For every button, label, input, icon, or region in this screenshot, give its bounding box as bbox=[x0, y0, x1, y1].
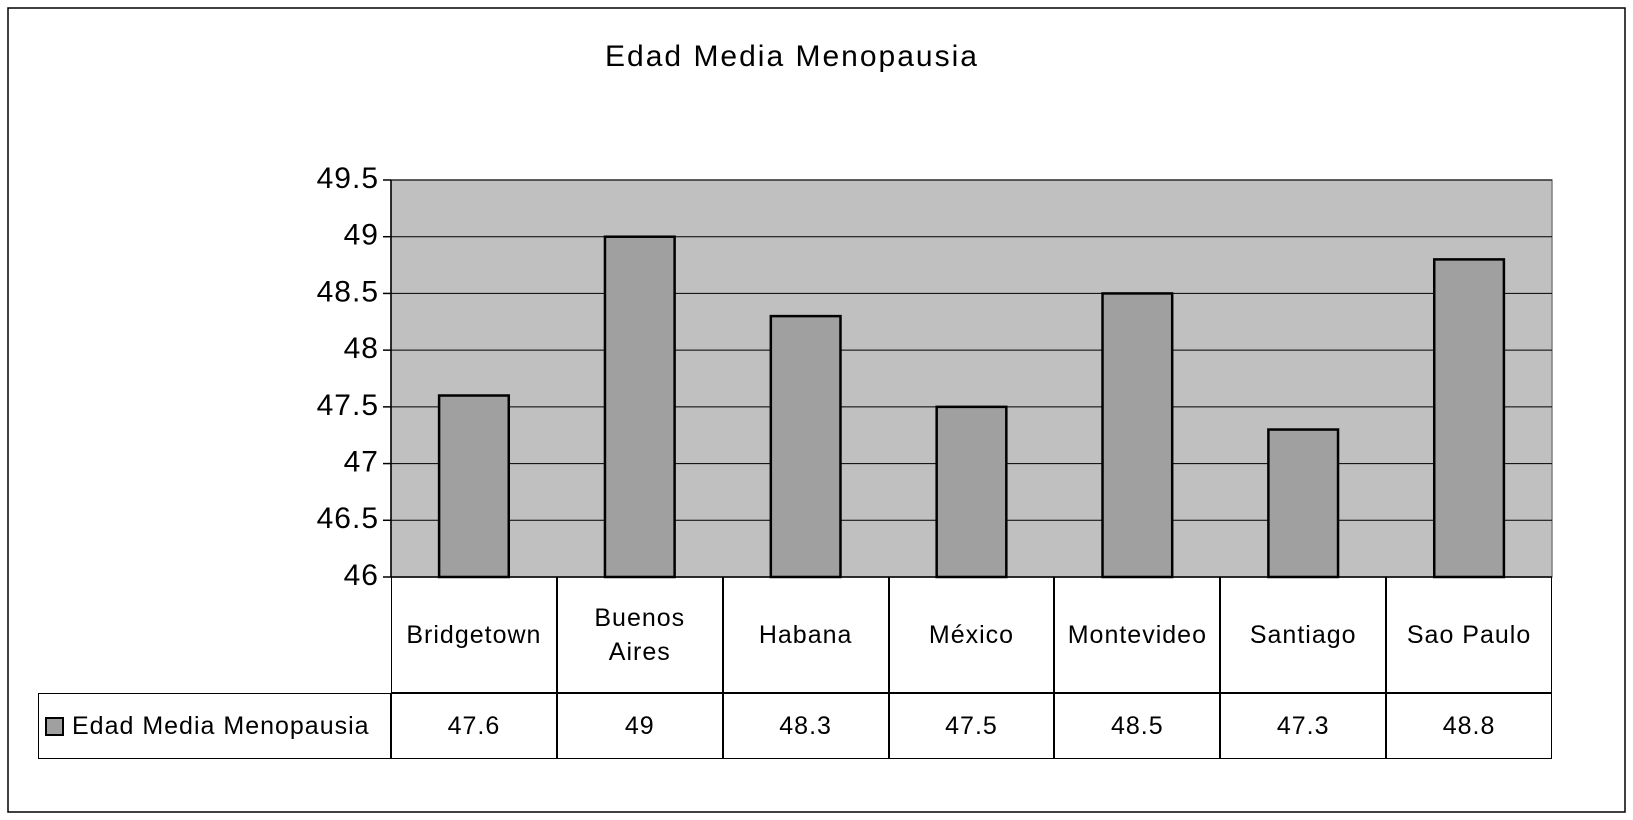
data-table-value: 48.3 bbox=[722, 693, 889, 759]
x-tick-label: Sao Paulo bbox=[1386, 577, 1552, 693]
data-table-value: 48.8 bbox=[1386, 693, 1552, 759]
bar bbox=[1101, 292, 1174, 579]
data-table-value: 47.6 bbox=[391, 693, 557, 759]
legend-swatch bbox=[45, 716, 64, 736]
x-tick-label: Santiago bbox=[1220, 577, 1387, 693]
y-tick-label: 48.5 bbox=[317, 275, 379, 308]
y-tick-label: 46 bbox=[344, 559, 379, 592]
data-table-value: 48.5 bbox=[1054, 693, 1221, 759]
chart-title: Edad Media Menopausia bbox=[605, 40, 979, 73]
y-tick-label: 47.5 bbox=[317, 389, 379, 422]
x-tick-label: Habana bbox=[722, 577, 889, 693]
x-tick-label: Buenos Aires bbox=[556, 577, 723, 693]
x-tick-label: Montevideo bbox=[1054, 577, 1221, 693]
y-tick-label: 49 bbox=[344, 219, 379, 252]
data-table-value: 47.3 bbox=[1220, 693, 1387, 759]
bar bbox=[603, 235, 676, 579]
y-tick-label: 46.5 bbox=[317, 502, 379, 535]
bar bbox=[769, 314, 842, 579]
y-tick-label: 48 bbox=[344, 332, 379, 365]
x-tick-label: Bridgetown bbox=[391, 577, 557, 693]
legend-label: Edad Media Menopausia bbox=[72, 712, 370, 740]
data-table-value: 47.5 bbox=[888, 693, 1055, 759]
bar bbox=[1432, 258, 1506, 579]
bar bbox=[437, 394, 511, 579]
y-tick-label: 49.5 bbox=[317, 162, 379, 195]
data-table-value: 49 bbox=[556, 693, 723, 759]
bar bbox=[1267, 428, 1340, 579]
x-tick-label: México bbox=[888, 577, 1055, 693]
legend-entry: Edad Media Menopausia bbox=[38, 693, 391, 759]
y-tick-label: 47 bbox=[344, 445, 379, 478]
bar bbox=[935, 405, 1008, 579]
